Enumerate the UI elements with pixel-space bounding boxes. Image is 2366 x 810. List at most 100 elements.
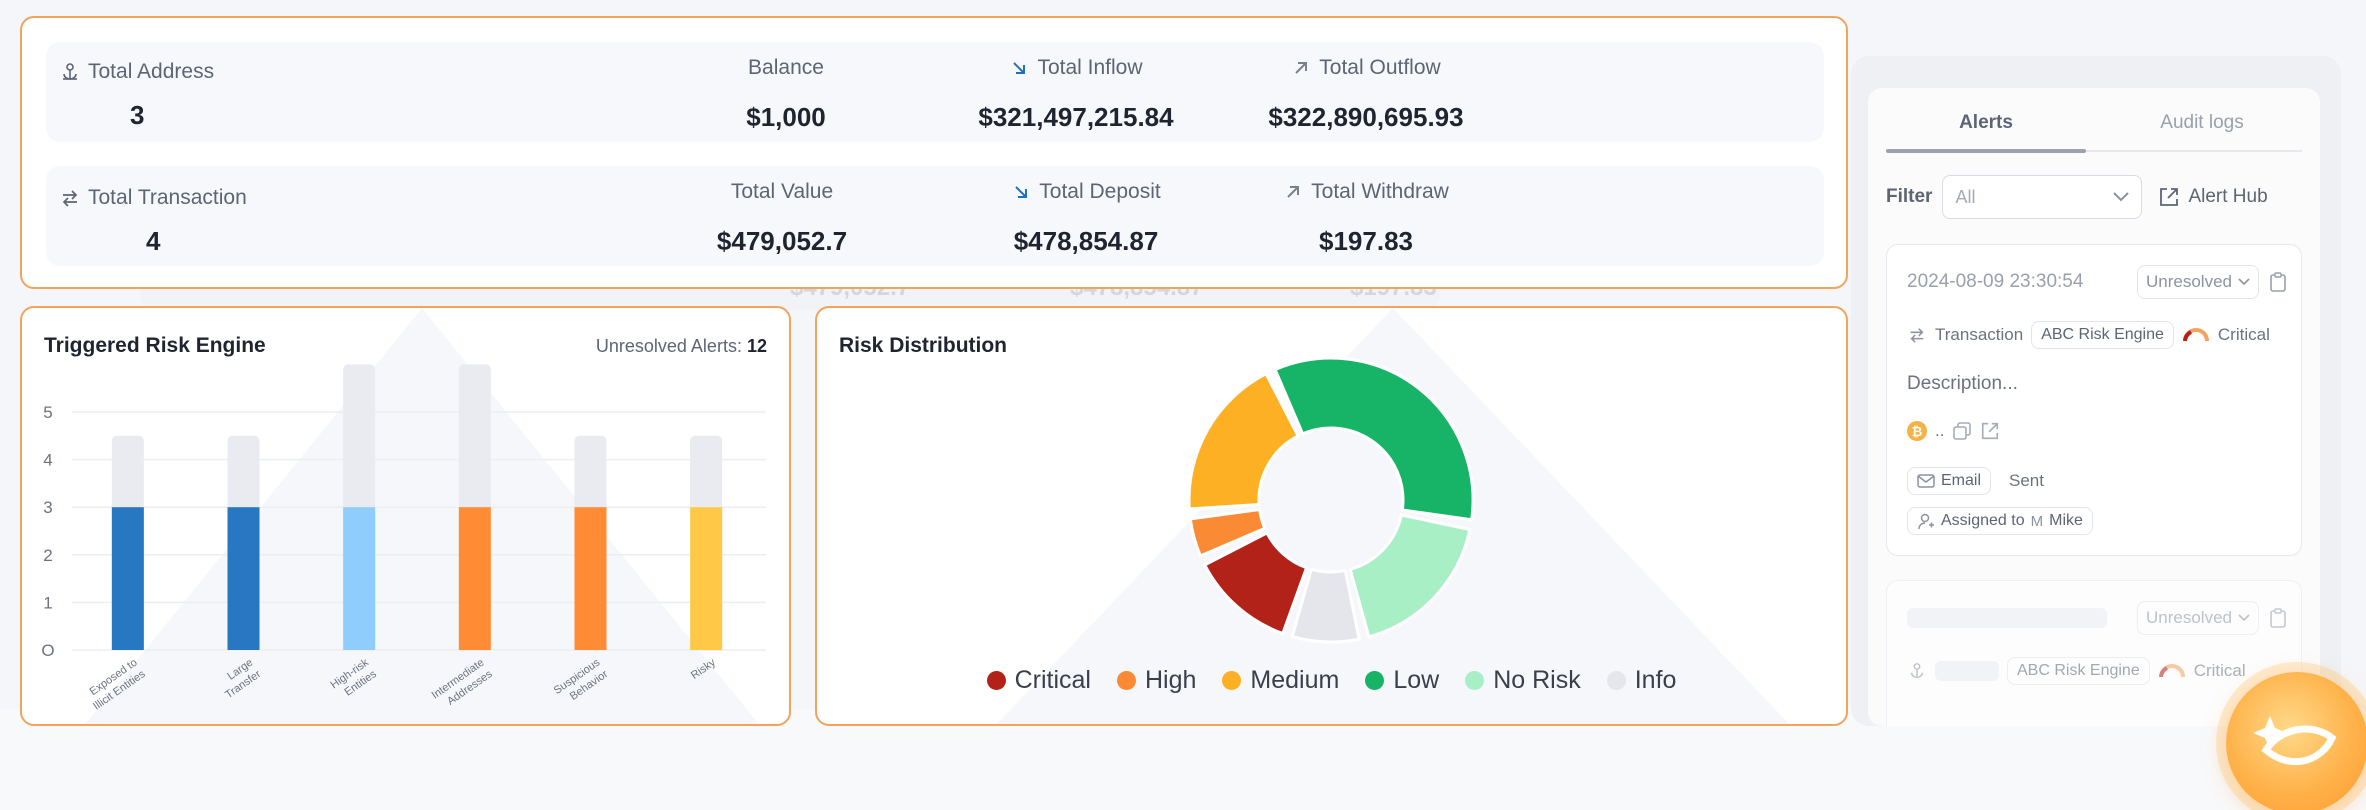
sparkle-eye-icon <box>2253 716 2337 766</box>
legend-item[interactable]: Low <box>1365 666 1439 695</box>
stat-value: $1,000 <box>746 102 826 132</box>
arrow-up-right-icon <box>1295 62 1308 74</box>
watermark-shape <box>82 308 762 724</box>
alert-type: Transaction <box>1935 325 2024 344</box>
stat-label: Total Transaction <box>88 186 247 209</box>
arrow-down-right-icon <box>1015 186 1028 198</box>
legend-label: Medium <box>1250 666 1340 694</box>
unresolved-value: 12 <box>746 336 767 356</box>
legend-swatch <box>1606 671 1626 690</box>
legend-swatch <box>1365 671 1385 690</box>
skeleton-line <box>1907 608 2107 628</box>
donut-slice-high <box>1188 508 1267 558</box>
assistant-fab-button[interactable] <box>2226 672 2366 810</box>
clipboard-icon[interactable] <box>2269 608 2287 628</box>
card-title: Triggered Risk Engine <box>44 334 266 357</box>
stat-total-outflow: Total Outflow $322,890,695.93 <box>1226 56 1506 133</box>
y-tick-label: 2 <box>43 546 52 565</box>
stat-value: 4 <box>146 226 161 256</box>
arrow-up-right-icon <box>1287 186 1300 198</box>
legend-item[interactable]: Info <box>1606 666 1677 695</box>
legend-label: Info <box>1634 666 1677 694</box>
status-dropdown[interactable]: Unresolved <box>2137 265 2259 299</box>
engine-tag: ABC Risk Engine <box>2031 321 2174 349</box>
donut-slice-no-risk <box>1348 513 1472 639</box>
address-truncated: .. <box>1935 421 1945 440</box>
notify-channel-tag: Email <box>1907 467 1992 495</box>
legend-swatch <box>1465 671 1485 690</box>
alerts-panel: Alerts Audit logs Filter All Alert Hub 2… <box>1868 88 2320 726</box>
filter-label: Filter <box>1886 186 1933 207</box>
assignee-tag[interactable]: Assigned to M Mike <box>1907 507 2093 535</box>
tab-audit-logs[interactable]: Audit logs <box>2160 112 2244 133</box>
bitcoin-icon: ₿ <box>1907 421 1927 441</box>
legend-item[interactable]: Medium <box>1222 666 1339 695</box>
summary-card: Total Address 3 Balance $1,000 Total Inf… <box>20 16 1848 289</box>
bar <box>690 507 723 650</box>
risk-distribution-donut-chart <box>1187 356 1475 644</box>
bar <box>111 507 144 650</box>
x-tick-line: Risky <box>689 656 718 682</box>
engine-tag: ABC Risk Engine <box>2007 657 2150 685</box>
stat-balance: Balance $1,000 <box>686 56 886 133</box>
legend-label: High <box>1144 666 1197 694</box>
alert-description: Description... <box>1907 373 2018 394</box>
status-dropdown[interactable]: Unresolved <box>2137 601 2259 635</box>
legend-item[interactable]: High <box>1116 666 1197 695</box>
stat-label: Total Address <box>88 60 215 83</box>
stat-value: $479,052.7 <box>716 226 848 256</box>
summary-row-transactions: Total Transaction 4 Total Value $479,052… <box>46 166 1824 266</box>
swap-arrows-icon <box>62 190 78 207</box>
alert-hub-link[interactable]: Alert Hub <box>2158 186 2268 208</box>
stat-total-withdraw: Total Withdraw $197.83 <box>1246 180 1486 257</box>
copy-icon[interactable] <box>1952 421 1972 441</box>
alert-timestamp: 2024-08-09 23:30:54 <box>1907 271 2084 292</box>
swap-arrows-icon <box>1910 328 1924 343</box>
y-tick-label: 5 <box>43 403 52 422</box>
stat-label: Total Value <box>730 180 834 203</box>
legend-item[interactable]: No Risk <box>1465 666 1581 695</box>
notify-channel: Email <box>1941 472 1982 489</box>
external-link-icon[interactable] <box>1980 421 2000 441</box>
bar <box>343 507 376 650</box>
severity-label: Critical <box>2217 325 2270 344</box>
legend-label: Critical <box>1014 666 1091 694</box>
skeleton-line <box>1935 661 1999 681</box>
tab-alerts[interactable]: Alerts <box>1959 112 2013 133</box>
stat-label: Total Withdraw <box>1311 180 1449 203</box>
y-tick-label: 1 <box>43 593 52 612</box>
card-title: Risk Distribution <box>839 334 1008 357</box>
bar <box>227 507 260 650</box>
y-tick-label: O <box>41 641 54 660</box>
legend-item[interactable]: Critical <box>986 666 1091 695</box>
alert-hub-label: Alert Hub <box>2188 186 2268 207</box>
alert-card-loading[interactable]: Unresolved ABC Risk Engine Critical <box>1886 580 2302 726</box>
chart-legend: Critical High Medium Low No Risk Info <box>817 666 1846 695</box>
filter-value: All <box>1955 186 1976 207</box>
legend-swatch <box>1116 671 1136 690</box>
y-tick-label: 4 <box>43 451 52 470</box>
notify-status: Sent <box>2009 471 2044 490</box>
clipboard-icon[interactable] <box>2269 272 2287 292</box>
alert-card[interactable]: 2024-08-09 23:30:54 Unresolved Transacti… <box>1886 244 2302 556</box>
triggered-risk-engine-card: Triggered Risk Engine Unresolved Alerts:… <box>20 306 791 726</box>
chevron-down-icon <box>2113 192 2130 202</box>
filter-select[interactable]: All <box>1942 175 2143 219</box>
legend-label: Low <box>1393 666 1440 694</box>
status-label: Unresolved <box>2146 608 2232 627</box>
stat-total-deposit: Total Deposit $478,854.87 <box>966 180 1206 257</box>
legend-swatch <box>1222 671 1242 690</box>
external-link-icon <box>2160 188 2179 206</box>
unresolved-label: Unresolved Alerts: <box>595 336 742 356</box>
severity-label: Critical <box>2193 661 2246 680</box>
y-tick-label: 3 <box>43 498 52 517</box>
anchor-icon <box>1910 663 1924 679</box>
stat-total-value: Total Value $479,052.7 <box>672 180 892 257</box>
arrow-down-right-icon <box>1013 62 1026 74</box>
active-tab-indicator <box>1886 149 2086 153</box>
stat-value: $197.83 <box>1319 226 1413 256</box>
stat-value: $478,854.87 <box>1013 226 1159 256</box>
